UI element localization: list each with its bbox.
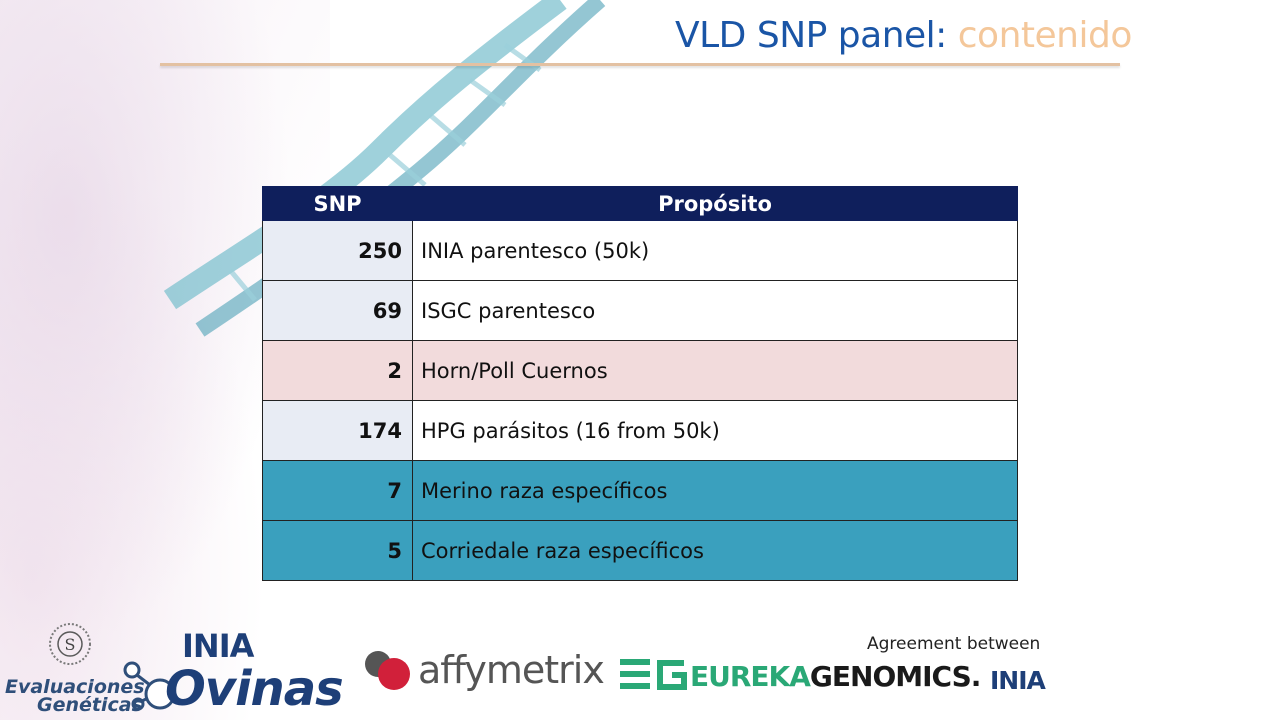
snp-purpose: ISGC parentesco: [412, 280, 1018, 341]
eureka-genomics-logo: EUREKAGENOMICS.: [690, 660, 981, 693]
table-row: 174 HPG parásitos (16 from 50k): [262, 400, 1018, 461]
snp-count: 5: [262, 520, 413, 581]
snp-purpose: Merino raza específicos: [412, 460, 1018, 521]
ovinas-logo: Ovinas: [165, 661, 344, 717]
slide-title: VLD SNP panel: contenido: [675, 14, 1132, 58]
header-snp: SNP: [262, 186, 413, 221]
eureka-part2: GENOMICS.: [809, 660, 981, 693]
table-row: 5 Corriedale raza específicos: [262, 520, 1018, 581]
snp-purpose: Corriedale raza específicos: [412, 520, 1018, 581]
evaluaciones-geneticas-logo: Evaluaciones Genéticas: [5, 676, 145, 716]
snp-table: SNP Propósito 250 INIA parentesco (50k) …: [262, 186, 1018, 581]
title-underline: [160, 63, 1120, 66]
snp-count: 250: [262, 220, 413, 281]
table-row: 7 Merino raza específicos: [262, 460, 1018, 521]
eureka-part1: EUREKA: [690, 660, 811, 693]
snp-count: 7: [262, 460, 413, 521]
evaluaciones-line2: Genéticas: [37, 694, 143, 716]
table-row: 69 ISGC parentesco: [262, 280, 1018, 341]
affymetrix-logo: affymetrix: [418, 648, 605, 692]
table-header-row: SNP Propósito: [262, 186, 1018, 221]
snp-purpose: Horn/Poll Cuernos: [412, 340, 1018, 401]
svg-text:S: S: [65, 635, 76, 654]
snp-purpose: INIA parentesco (50k): [412, 220, 1018, 281]
table-row: 250 INIA parentesco (50k): [262, 220, 1018, 281]
title-main: VLD SNP panel:: [675, 15, 947, 56]
inia-logo-small: INIA: [990, 666, 1046, 695]
table-row: 2 Horn/Poll Cuernos: [262, 340, 1018, 401]
affymetrix-logo-icon: [365, 651, 410, 690]
evaluaciones-line1: Evaluaciones: [5, 676, 145, 698]
snp-count: 174: [262, 400, 413, 461]
title-accent: contenido: [957, 15, 1133, 56]
eureka-logo-icon: [620, 659, 687, 690]
snp-count: 2: [262, 340, 413, 401]
agreement-label: Agreement between: [867, 634, 1041, 654]
snp-count: 69: [262, 280, 413, 341]
header-purpose: Propósito: [412, 186, 1018, 221]
inia-logo: INIA: [182, 627, 254, 665]
molecule-icon: [123, 661, 176, 711]
seal-logo-icon: S: [49, 623, 91, 665]
snp-purpose: HPG parásitos (16 from 50k): [412, 400, 1018, 461]
